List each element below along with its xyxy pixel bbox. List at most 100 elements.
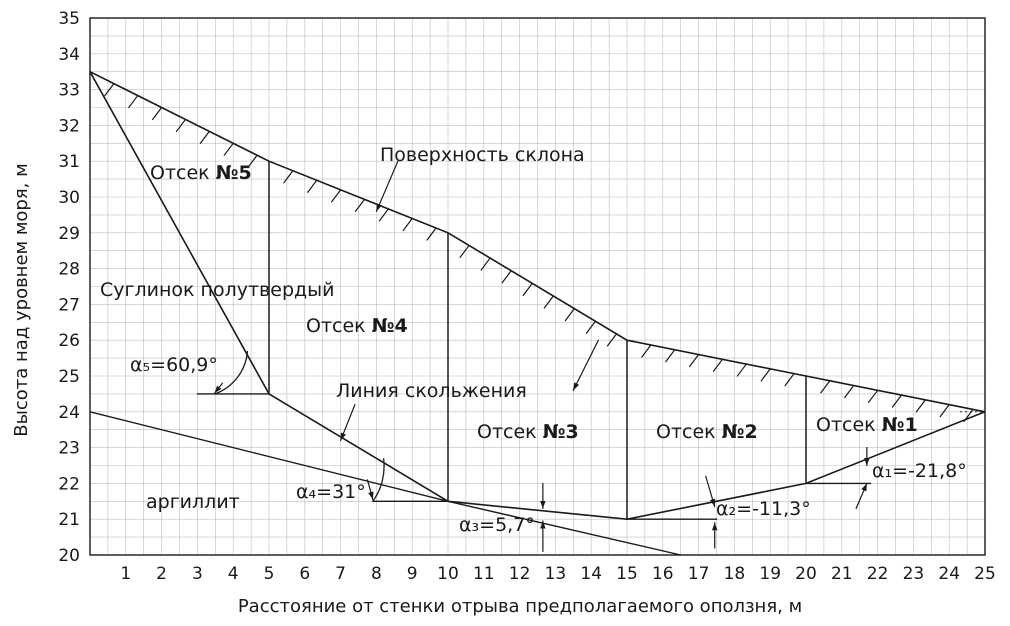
surface-hatch	[688, 353, 700, 368]
surface-hatch	[128, 94, 139, 109]
x-tick-label: 15	[616, 564, 638, 584]
x-tick-label: 5	[264, 564, 275, 584]
y-tick-label: 21	[58, 510, 80, 530]
label-slope-surface: Поверхность склона	[380, 144, 585, 166]
tick-labels: 1 2 3 4 5 6 7 8 9 10 11 12 13 14 15 16 17 18 19 20 21 22 23 24 2…	[58, 9, 995, 584]
angle-arrow-1-down-head	[864, 457, 870, 466]
label-angle-1: α₁=-21,8°	[872, 460, 967, 482]
y-tick-label: 32	[58, 116, 80, 136]
y-tick-label: 23	[58, 439, 80, 459]
angle-arrow-2-down-head	[709, 498, 716, 507]
label-angle-5: α₅=60,9°	[130, 354, 218, 376]
label-angle-2: α₂=-11,3°	[716, 498, 811, 520]
angle-arc-5	[215, 350, 249, 395]
y-tick-label: 20	[58, 546, 80, 566]
x-tick-label: 3	[192, 564, 203, 584]
surface-hatch	[223, 142, 234, 156]
surface-hatch	[104, 83, 115, 97]
surface-hatch	[152, 106, 163, 121]
x-axis-title: Расстояние от стенки отрыва предполагаем…	[238, 596, 802, 617]
angle-arrow-5-head	[214, 385, 222, 394]
x-tick-label: 11	[473, 564, 495, 584]
surface-hatch	[199, 130, 210, 144]
label-loam: Суглинок полутвердый	[100, 279, 335, 301]
label-compartment-5: Отсек №5	[150, 162, 252, 184]
label-angle-4: α₄=31°	[296, 481, 366, 503]
x-tick-label: 24	[938, 564, 960, 584]
plot-frame	[89, 17, 986, 556]
y-tick-label: 33	[58, 81, 80, 101]
x-tick-label: 25	[974, 564, 996, 584]
x-tick-label: 20	[795, 564, 817, 584]
surface-hatch	[891, 394, 903, 408]
x-tick-label: 13	[545, 564, 567, 584]
x-tick-label: 6	[299, 564, 310, 584]
surface-hatch	[867, 389, 879, 403]
leader-arrow-surface-2-head	[573, 382, 580, 391]
label-compartment-2: Отсек №2	[656, 421, 758, 443]
surface-hatch	[820, 380, 831, 394]
x-tick-label: 9	[407, 564, 418, 584]
y-tick-label: 25	[58, 367, 80, 387]
leader-arrow-surface-2	[572, 339, 599, 391]
angle-arrow-3-up-head	[540, 520, 546, 529]
x-tick-label: 23	[903, 564, 925, 584]
label-compartment-4: Отсек №4	[306, 315, 408, 337]
x-tick-label: 4	[228, 564, 239, 584]
surface-hatch	[564, 308, 575, 322]
y-tick-label: 24	[58, 403, 80, 423]
surface-hatch	[501, 270, 512, 284]
surface-hatch	[915, 399, 926, 413]
y-tick-label: 26	[58, 331, 80, 351]
leader-arrow-surface	[375, 160, 399, 212]
x-tick-label: 17	[688, 564, 710, 584]
surface-hatch	[585, 320, 597, 334]
angle-arc-4	[372, 458, 385, 502]
x-tick-label: 8	[371, 564, 382, 584]
y-tick-label: 27	[58, 295, 80, 315]
y-tick-label: 34	[58, 45, 80, 65]
surface-hatch	[247, 154, 258, 168]
surface-hatch	[331, 189, 342, 203]
x-tick-label: 21	[831, 564, 853, 584]
surface-hatch	[354, 198, 366, 212]
x-tick-label: 10	[437, 564, 459, 584]
surface-hatch	[402, 217, 413, 232]
x-tick-label: 2	[156, 564, 167, 584]
surface-hatch	[784, 373, 795, 387]
angle-arrow-3-down-head	[540, 500, 546, 509]
surface-hatch	[712, 358, 724, 372]
surface-hatch	[844, 384, 855, 399]
x-tick-label: 18	[724, 564, 746, 584]
surface-hatch	[175, 118, 187, 133]
angle-arrow-2-up-head	[711, 522, 718, 531]
y-tick-label: 28	[58, 260, 80, 280]
label-argillite: аргиллит	[146, 491, 240, 513]
x-tick-label: 7	[335, 564, 346, 584]
geometry	[89, 70, 986, 556]
surface-hatch	[641, 344, 652, 358]
y-tick-label: 29	[58, 224, 80, 244]
label-angle-3: α₃=5,7°	[459, 514, 535, 536]
x-tick-label: 22	[867, 564, 889, 584]
x-tick-label: 16	[652, 564, 674, 584]
angle-arrow-4-head	[368, 491, 374, 500]
surface-hatch	[307, 179, 318, 193]
y-tick-label: 22	[58, 474, 80, 494]
surface-hatch	[283, 170, 294, 184]
surface-hatch	[459, 244, 470, 259]
surface-hatch	[543, 295, 554, 309]
slip-line	[89, 71, 986, 521]
angle-arrow-1-up-head	[861, 483, 867, 492]
surface-hatch	[736, 363, 747, 377]
slope-surface	[89, 70, 986, 413]
x-tick-label: 19	[759, 564, 781, 584]
leader-arrow-surface-head	[376, 203, 382, 212]
label-compartment-1: Отсек №1	[816, 414, 918, 436]
y-tick-label: 31	[58, 152, 80, 172]
surface-hatch	[426, 227, 437, 241]
grid	[89, 17, 986, 556]
leader-arrow-slip-head	[340, 432, 346, 441]
surface-hatch	[665, 349, 676, 363]
surface-hatch	[939, 404, 950, 418]
